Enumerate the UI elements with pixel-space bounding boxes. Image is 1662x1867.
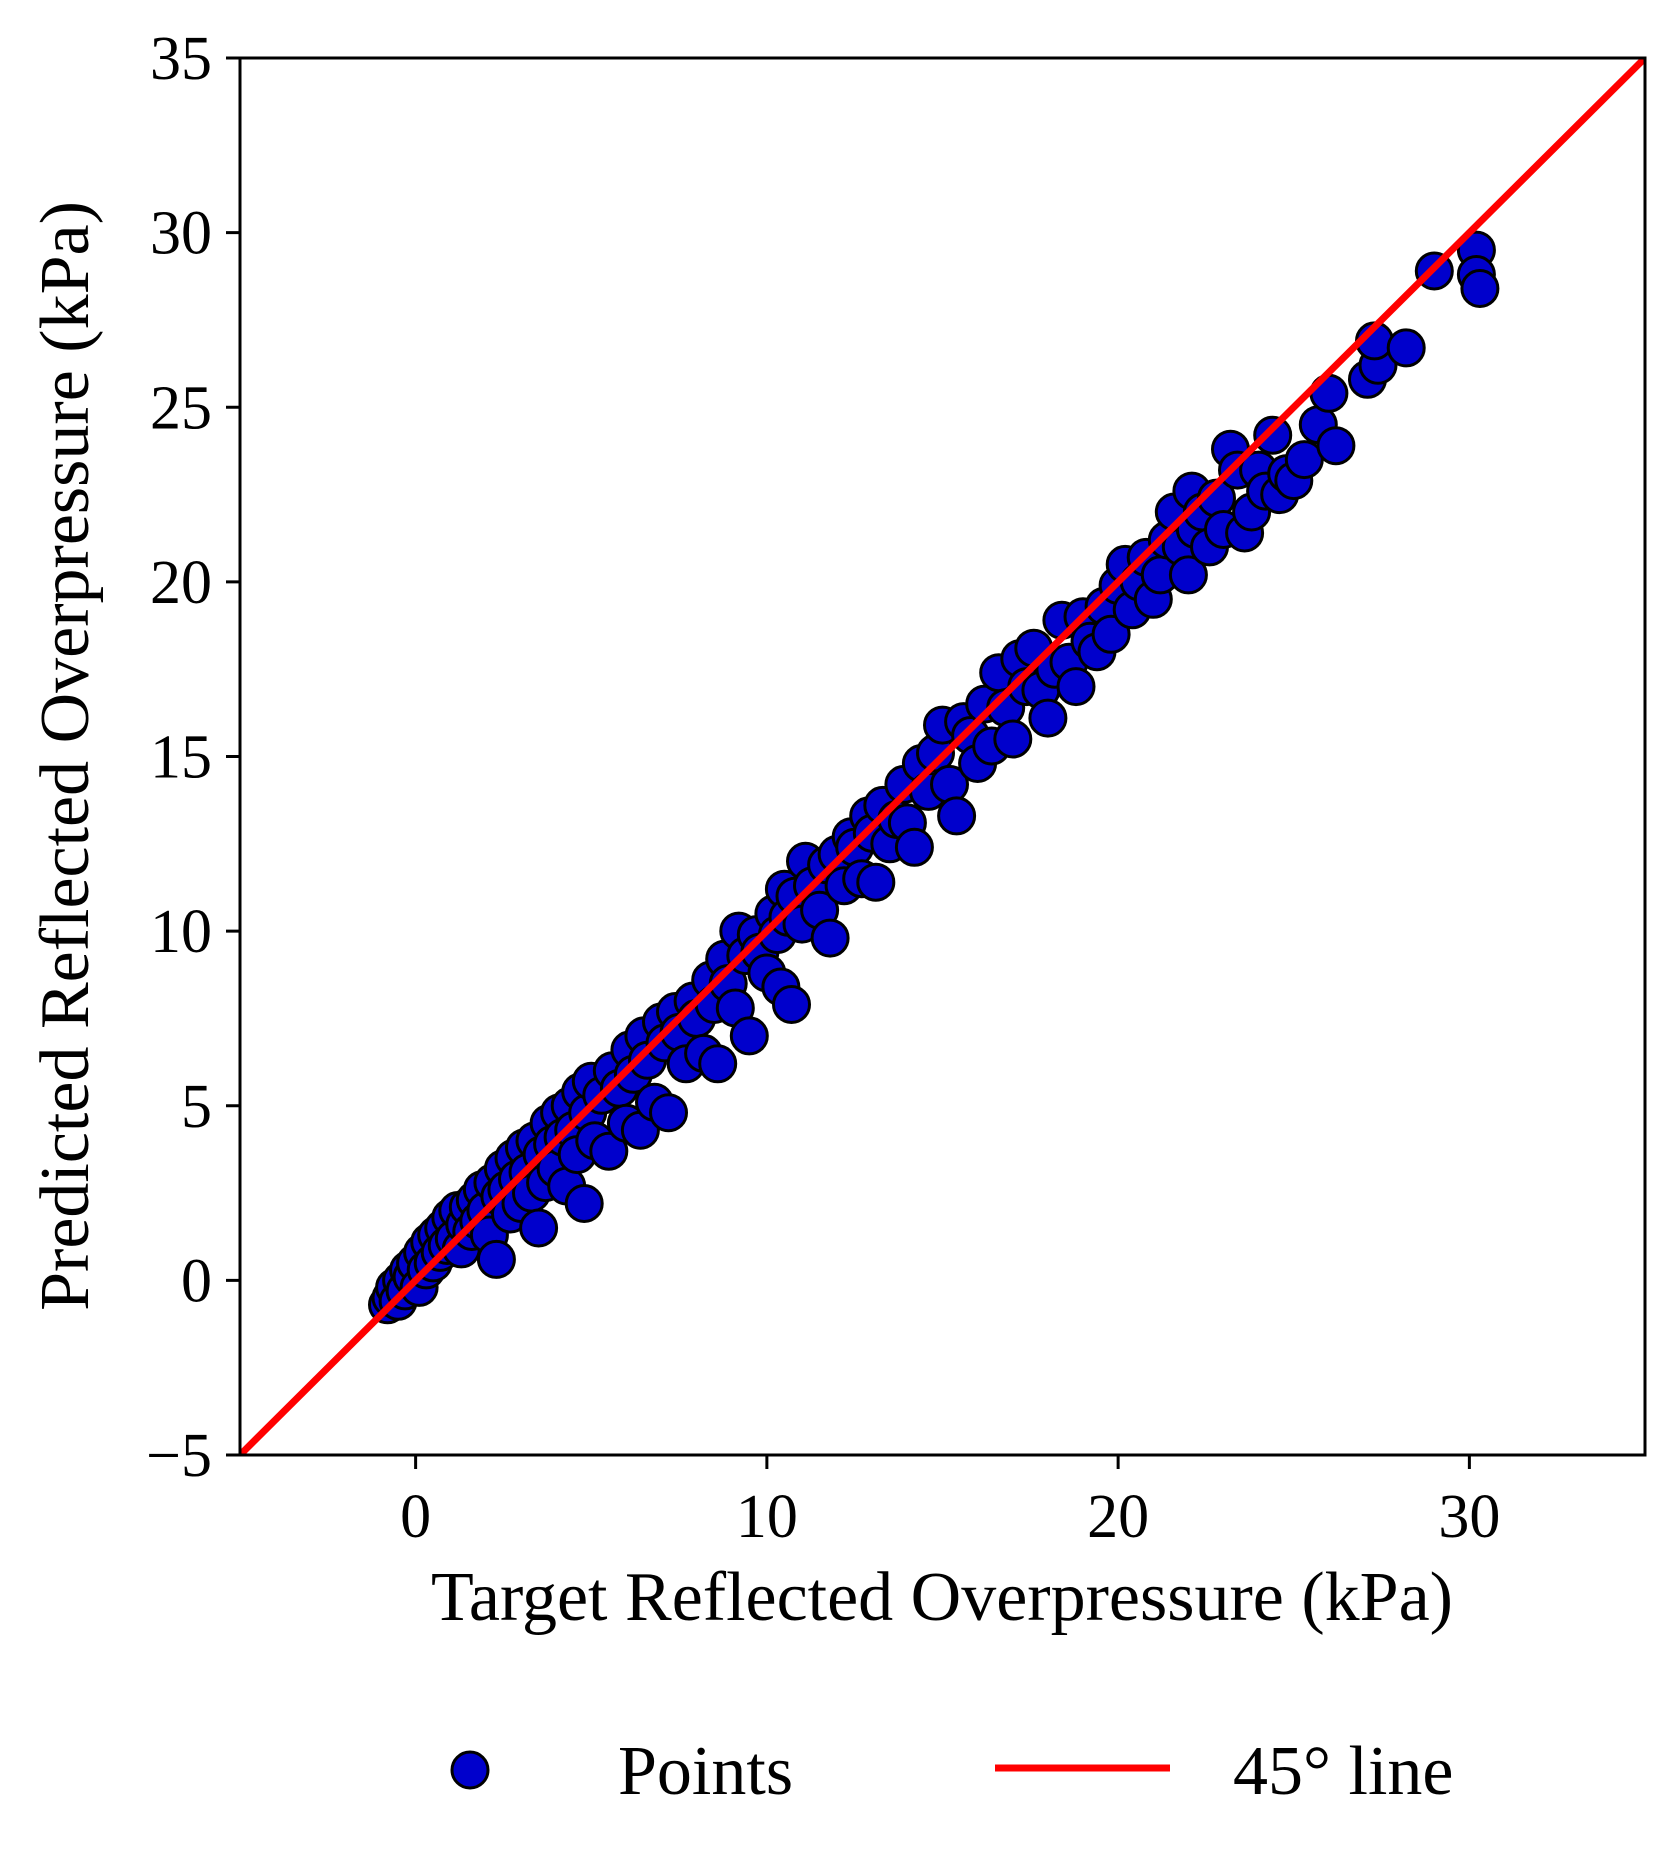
scatter-point: [589, 1131, 629, 1171]
x-tick-label: 20: [1087, 1483, 1149, 1551]
y-tick-label: 35: [150, 25, 212, 93]
legend: Points 45° line: [450, 1733, 1453, 1810]
scatter-point: [937, 796, 977, 836]
scatter-point: [772, 985, 811, 1024]
scatter-point: [698, 1044, 738, 1084]
legend-marker-points: [450, 1750, 490, 1790]
legend-label-45-line: 45° line: [1233, 1733, 1453, 1810]
scatter-point: [519, 1208, 559, 1248]
y-tick-label: 25: [150, 374, 212, 442]
y-tick-label: 30: [150, 200, 212, 268]
y-axis-title: Predicted Reflected Overpressure (kPa): [27, 201, 104, 1311]
reference-line-45: [240, 58, 1645, 1455]
legend-label-points: Points: [618, 1733, 793, 1810]
y-tick-label: 10: [150, 898, 212, 966]
x-tick-label: 0: [400, 1483, 431, 1551]
scatter-point: [1168, 555, 1208, 595]
scatter-point: [894, 827, 934, 867]
scatter-point: [1028, 698, 1068, 738]
scatter-point: [729, 1016, 769, 1056]
scatter-point: [1253, 415, 1293, 455]
line-layer: [240, 58, 1645, 1455]
x-axis-title: Target Reflected Overpressure (kPa): [431, 1559, 1453, 1636]
y-tick-label: −5: [146, 1422, 212, 1490]
scatter-point: [1386, 328, 1426, 368]
y-axis: −5 0 5 10 15 20 25 30 35: [146, 25, 240, 1490]
x-tick-label: 10: [736, 1483, 798, 1551]
y-tick-label: 15: [150, 724, 212, 792]
scatter-point: [564, 1184, 604, 1223]
scatter-point: [856, 862, 896, 902]
scatter-point: [1056, 667, 1096, 707]
scatter-point: [476, 1239, 516, 1279]
scatter-point: [993, 719, 1033, 759]
x-axis: 0 10 20 30: [400, 1455, 1500, 1551]
y-tick-label: 5: [181, 1073, 212, 1141]
scatter-point: [1460, 269, 1500, 308]
y-tick-label: 20: [150, 549, 212, 617]
x-tick-label: 30: [1438, 1483, 1500, 1551]
scatter-point: [1316, 426, 1356, 466]
scatter-point: [1091, 614, 1131, 654]
scatter-point: [810, 918, 850, 958]
y-tick-label: 0: [181, 1247, 212, 1315]
scatter-point: [649, 1093, 688, 1133]
